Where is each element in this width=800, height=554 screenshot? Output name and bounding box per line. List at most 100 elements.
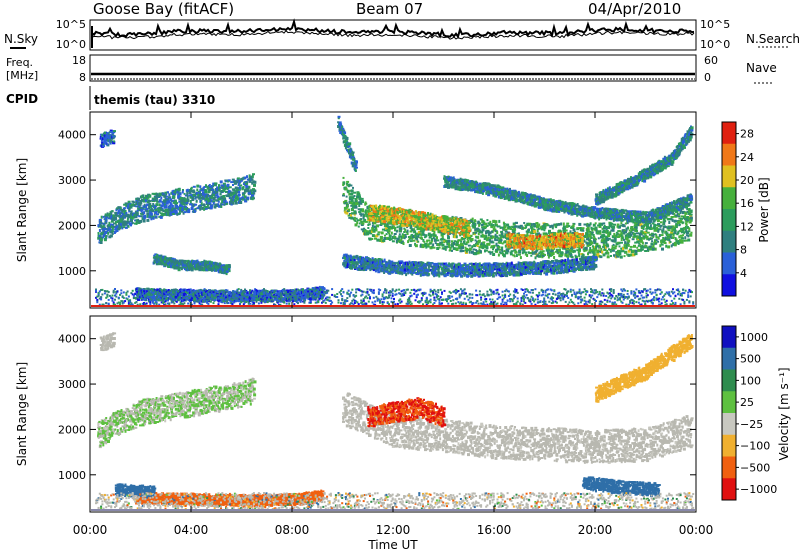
scatter-cell	[347, 189, 350, 193]
scatter-cell	[99, 223, 102, 227]
scatter-cell	[174, 288, 177, 292]
scatter-cell	[496, 231, 499, 235]
scatter-cell	[162, 210, 166, 213]
scatter-cell	[182, 189, 184, 191]
scatter-cell	[174, 189, 178, 192]
scatter-cell	[171, 191, 175, 194]
scatter-cell	[409, 240, 413, 243]
scatter-cell	[200, 266, 204, 269]
scatter-cell	[644, 242, 648, 245]
scatter-cell	[430, 233, 433, 237]
noise-search-trace	[91, 29, 695, 40]
scatter-cell	[191, 259, 194, 262]
scatter-cell	[208, 290, 212, 293]
scatter-cell	[111, 132, 114, 136]
scatter-cell	[584, 246, 588, 250]
scatter-cell	[357, 225, 360, 228]
scatter-cell	[179, 206, 183, 210]
scatter-cell	[605, 237, 609, 241]
scatter-cell	[210, 204, 213, 208]
scatter-cell	[126, 204, 129, 207]
scatter-cell	[551, 227, 554, 230]
scatter-cell	[190, 186, 193, 189]
scatter-cell	[620, 241, 623, 244]
freq-label: Freq.	[6, 56, 33, 69]
scatter-cell	[234, 199, 237, 203]
scatter-cell	[186, 262, 189, 265]
scatter-cell	[153, 254, 156, 257]
scatter-cell	[168, 200, 170, 204]
scatter-cell	[219, 180, 223, 184]
scatter-cell	[485, 246, 489, 250]
scatter-cell	[233, 195, 236, 199]
scatter-cell	[465, 249, 468, 253]
scatter-cell	[203, 259, 206, 263]
scatter-cell	[133, 222, 137, 225]
scatter-cell	[174, 260, 177, 264]
scatter-cell	[244, 199, 248, 203]
scatter-cell	[164, 260, 167, 263]
scatter-cell	[228, 197, 232, 200]
scatter-cell	[444, 248, 447, 251]
scatter-cell	[595, 226, 598, 230]
scatter-cell	[343, 181, 345, 185]
scatter-cell	[181, 201, 185, 205]
scatter-cell	[124, 214, 127, 218]
scatter-cell	[479, 218, 483, 221]
scatter-cell	[109, 141, 112, 145]
scatter-cell	[361, 222, 365, 225]
scatter-cell	[201, 299, 205, 303]
scatter-cell	[98, 229, 101, 232]
scatter-cell	[128, 222, 131, 226]
scatter-cell	[547, 224, 550, 227]
scatter-cell	[98, 234, 102, 237]
scatter-cell	[235, 192, 238, 195]
scatter-cell	[113, 222, 117, 225]
scatter-cell	[155, 262, 159, 266]
scatter-cell	[210, 199, 213, 203]
scatter-cell	[455, 235, 458, 239]
scatter-cell	[389, 235, 392, 239]
scatter-cell	[133, 213, 137, 216]
scatter-cell	[661, 247, 664, 251]
scatter-cell	[198, 296, 201, 298]
scatter-cell	[376, 233, 380, 236]
scatter-cell	[168, 257, 170, 260]
scatter-cell	[237, 200, 240, 204]
scatter-cell	[659, 224, 662, 228]
scatter-cell	[159, 257, 163, 261]
scatter-cell	[216, 195, 220, 199]
cpid-value: themis (tau) 3310	[94, 93, 215, 107]
scatter-cell	[527, 251, 530, 254]
scatter-cell	[173, 201, 176, 204]
scatter-cell	[170, 191, 173, 195]
scatter-cell	[214, 189, 217, 192]
scatter-cell	[567, 255, 570, 259]
scatter-cell	[110, 214, 114, 218]
scatter-cell	[461, 250, 465, 252]
scatter-cell	[109, 227, 112, 231]
scatter-cell	[125, 214, 129, 217]
scatter-cell	[486, 219, 489, 222]
scatter-cell	[251, 194, 255, 198]
scatter-cell	[111, 232, 114, 235]
scatter-cell	[237, 182, 240, 186]
scatter-cell	[136, 210, 139, 214]
scatter-cell	[165, 195, 168, 198]
scatter-cell	[452, 247, 456, 251]
scatter-cell	[164, 208, 167, 212]
scatter-cell	[113, 140, 116, 143]
scatter-cell	[346, 180, 350, 183]
scatter-cell	[168, 193, 171, 197]
freq-unit-label: [MHz]	[6, 69, 38, 82]
scatter-cell	[205, 207, 208, 210]
scatter-cell	[503, 223, 506, 225]
scatter-cell	[504, 225, 507, 229]
scatter-cell	[156, 288, 159, 292]
noise-left-tick-top: 10^5	[56, 18, 86, 31]
scatter-cell	[380, 231, 384, 235]
scatter-cell	[218, 263, 222, 266]
scatter-cell	[513, 225, 517, 228]
scatter-cell	[618, 245, 621, 248]
